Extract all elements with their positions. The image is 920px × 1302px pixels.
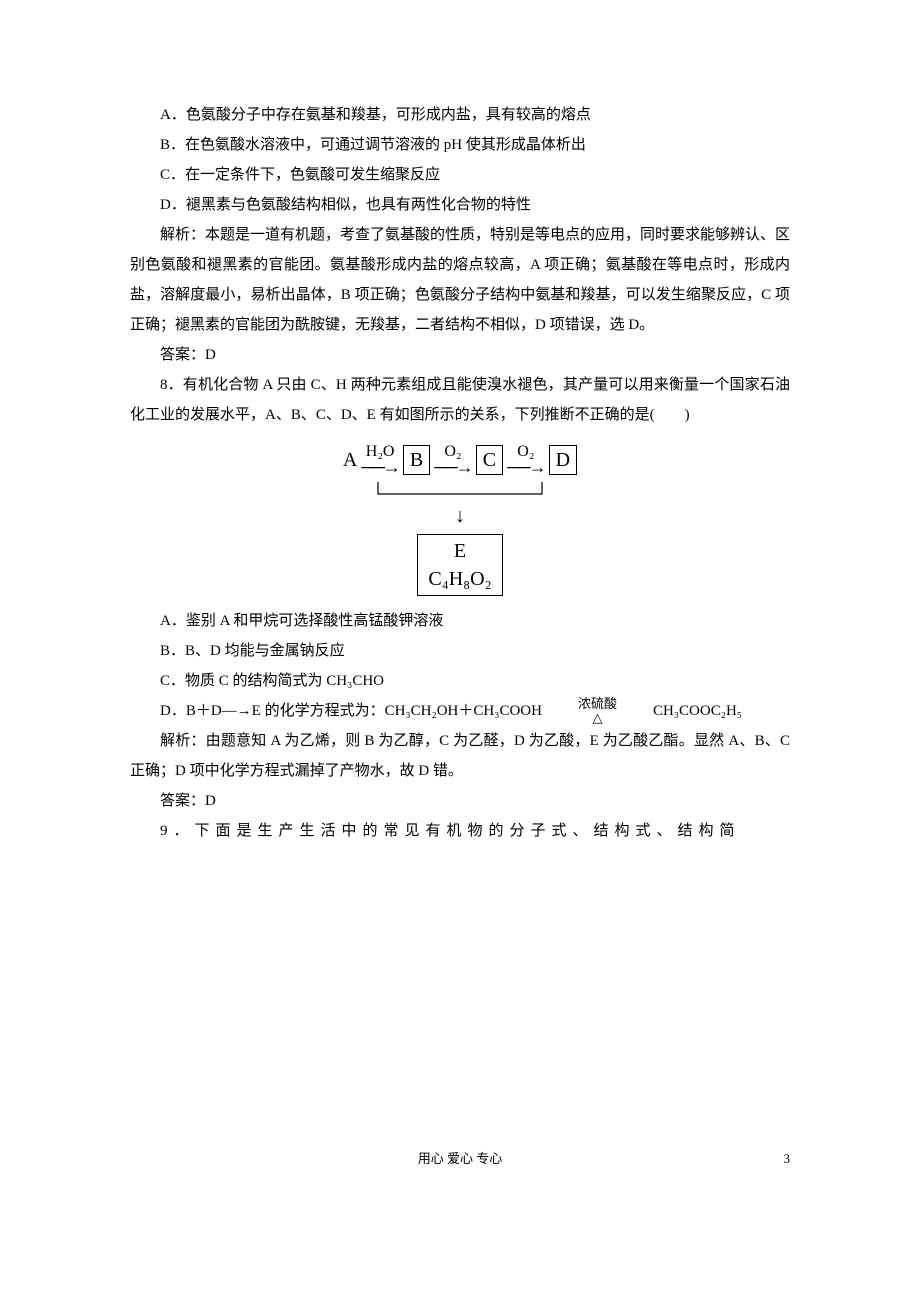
q7-option-a: A．色氨酸分子中存在氨基和羧基，可形成内盐，具有较高的熔点 xyxy=(130,100,790,130)
diagram-node-e: E C₄H₈O₂ xyxy=(417,534,502,596)
q7-option-b: B．在色氨酸水溶液中，可通过调节溶液的 pH 使其形成晶体析出 xyxy=(130,130,790,160)
page-number: 3 xyxy=(784,1146,791,1172)
cond-bottom: △ xyxy=(562,711,602,725)
q7-explanation: 解析：本题是一道有机题，考查了氨基酸的性质，特别是等电点的应用，同时要求能够辨认… xyxy=(130,220,790,340)
q8-option-d: D．B＋D—→E 的化学方程式为：CH₃CH₂OH＋CH₃COOH 浓硫酸 △ … xyxy=(130,696,790,726)
bracket-icon xyxy=(360,482,560,502)
q7-option-d: D．褪黑素与色氨酸结构相似，也具有两性化合物的特性 xyxy=(130,190,790,220)
arrow-icon: ──→ xyxy=(361,458,399,476)
diagram-bracket xyxy=(130,482,790,502)
q8-explanation: 解析：由题意知 A 为乙烯，则 B 为乙醇，C 为乙醛，D 为乙酸，E 为乙酸乙… xyxy=(130,726,790,786)
arrow-icon: ──→ xyxy=(434,458,472,476)
q8-stem: 8．有机化合物 A 只由 C、H 两种元素组成且能使溴水褪色，其产量可以用来衡量… xyxy=(130,370,790,430)
q8-option-b: B．B、D 均能与金属钠反应 xyxy=(130,636,790,666)
arrow-c-d: O₂ ──→ xyxy=(507,444,545,476)
page-content: A．色氨酸分子中存在氨基和羧基，可形成内盐，具有较高的熔点 B．在色氨酸水溶液中… xyxy=(0,0,920,1212)
diagram-node-d: D xyxy=(549,445,577,475)
q8-diagram: A H₂O ──→ B O₂ ──→ C O₂ ──→ D ↓ xyxy=(130,440,790,596)
diagram-node-a: A xyxy=(343,440,357,480)
diagram-node-b: B xyxy=(403,445,430,475)
diagram-e-formula: C₄H₈O₂ xyxy=(428,565,491,593)
q9-stem: 9．下面是生产生活中的常见有机物的分子式、结构式、结构简 xyxy=(130,816,790,846)
q7-option-c: C．在一定条件下，色氨酸可发生缩聚反应 xyxy=(130,160,790,190)
diagram-top-row: A H₂O ──→ B O₂ ──→ C O₂ ──→ D xyxy=(130,440,790,480)
q7-answer: 答案：D xyxy=(130,340,790,370)
diagram-e-wrap: E C₄H₈O₂ xyxy=(130,534,790,596)
arrow-b-c: O₂ ──→ xyxy=(434,444,472,476)
down-arrow-icon: ↓ xyxy=(130,506,790,526)
arrow-icon: ──→ xyxy=(507,458,545,476)
diagram-node-c: C xyxy=(476,445,503,475)
q8-option-d-suffix: CH₃COOC₂H₅ xyxy=(623,696,742,726)
page-footer: 用心 爱心 专心 3 xyxy=(130,1146,790,1172)
q8-option-a: A．鉴别 A 和甲烷可选择酸性高锰酸钾溶液 xyxy=(130,606,790,636)
cond-top: 浓硫酸 xyxy=(548,697,617,711)
q8-answer: 答案：D xyxy=(130,786,790,816)
diagram-e-label: E xyxy=(428,537,491,565)
q8-option-c: C．物质 C 的结构简式为 CH₃CHO xyxy=(130,666,790,696)
footer-center: 用心 爱心 专心 xyxy=(418,1151,503,1166)
q8-option-d-prefix: D．B＋D—→E 的化学方程式为：CH₃CH₂OH＋CH₃COOH xyxy=(130,696,542,726)
arrow-a-b: H₂O ──→ xyxy=(361,444,399,476)
reaction-condition: 浓硫酸 △ xyxy=(548,697,617,726)
